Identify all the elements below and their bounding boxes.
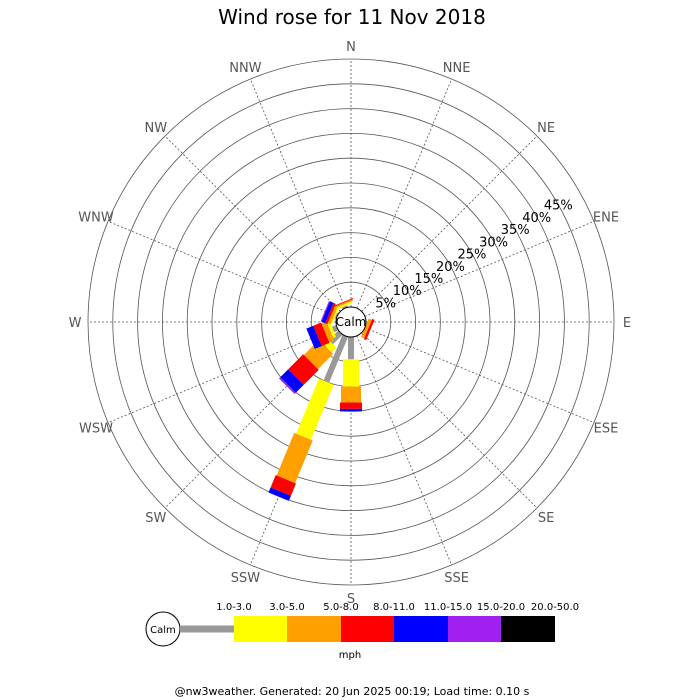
legend-swatch xyxy=(180,625,234,633)
legend: Calm mph 1.0-3.0 3.0-5.0 5.0-8.0 8.0-11.0 11… xyxy=(145,602,579,661)
direction-label-wsw: WSW xyxy=(79,422,113,437)
petal-segment-ssw xyxy=(268,487,291,501)
ring-label: 5% xyxy=(375,296,396,311)
petals xyxy=(268,297,375,501)
ring-labels: 5%10%15%20%25%30%35%40%45% xyxy=(375,199,572,312)
legend-swatch xyxy=(234,616,287,642)
direction-label-e: E xyxy=(623,316,631,331)
legend-bin-label: 8.0-11.0 xyxy=(373,602,415,613)
direction-label-ese: ESE xyxy=(594,422,619,437)
ring-label: 15% xyxy=(414,272,443,287)
petal-segment-ese xyxy=(363,318,375,341)
legend-swatch xyxy=(448,616,501,642)
direction-label-ene: ENE xyxy=(593,210,619,225)
chart-title: Wind rose for 11 Nov 2018 xyxy=(218,5,486,29)
petal-segment-wnw xyxy=(325,302,336,325)
ring-label: 30% xyxy=(479,235,508,250)
ring-circle xyxy=(137,108,565,536)
direction-label-ssw: SSW xyxy=(231,571,261,586)
direction-label-sse: SSE xyxy=(444,571,469,586)
direction-label-w: W xyxy=(69,316,82,331)
ring-label: 25% xyxy=(458,248,487,263)
petal-segment-wnw xyxy=(327,304,339,325)
direction-label-nnw: NNW xyxy=(229,61,261,76)
direction-label-se: SE xyxy=(538,511,554,526)
petal-segment-sw xyxy=(280,369,304,393)
legend-calm-label: Calm xyxy=(150,625,176,636)
ring-label: 40% xyxy=(522,211,551,226)
petal-segment-sw xyxy=(278,377,296,395)
ring-label: 45% xyxy=(544,199,573,214)
legend-swatch xyxy=(501,616,555,642)
spoke-nw xyxy=(164,135,341,312)
petal-segment-ssw xyxy=(276,432,313,484)
spoke-wsw xyxy=(107,327,338,424)
ring-circle xyxy=(112,83,590,561)
petal-segment-sw xyxy=(328,330,343,345)
legend-bin-label: 15.0-20.0 xyxy=(477,602,525,613)
ring-label: 35% xyxy=(501,223,530,238)
direction-label-ne: NE xyxy=(537,121,555,136)
spoke-nnw xyxy=(249,78,346,309)
direction-label-wnw: WNW xyxy=(78,210,114,225)
direction-label-nw: NW xyxy=(145,121,168,136)
ring-label: 10% xyxy=(393,284,422,299)
petal-segment-wnw xyxy=(331,307,339,324)
spoke-ese xyxy=(364,327,595,424)
direction-label-sw: SW xyxy=(145,511,166,526)
ring-label: 20% xyxy=(436,260,465,275)
direction-label-nne: NNE xyxy=(443,61,471,76)
legend-bin-label: 5.0-8.0 xyxy=(323,602,358,613)
petal-segment-wsw xyxy=(321,321,335,342)
petal-segment-nnw xyxy=(333,299,353,309)
spoke-ne xyxy=(361,135,538,312)
legend-bin-label: 11.0-15.0 xyxy=(424,602,472,613)
petal-segment-wsw xyxy=(313,322,330,347)
legend-swatch xyxy=(394,616,448,642)
petal-segment-nnw xyxy=(336,301,352,310)
petal-segment-wnw xyxy=(321,301,334,324)
petal-segment-ssw xyxy=(296,378,334,440)
petal-segment-sw xyxy=(303,339,334,370)
legend-swatch xyxy=(341,616,394,642)
petal-segment-wsw xyxy=(306,325,322,349)
ring-circle xyxy=(87,58,615,586)
petal-segment-sw xyxy=(320,336,337,353)
petal-segment-wsw xyxy=(331,324,339,333)
petal-segment-wsw xyxy=(327,322,337,338)
petal-segment-ese xyxy=(361,318,372,339)
legend-unit: mph xyxy=(339,650,361,661)
spoke-nne xyxy=(356,78,453,309)
spoke-ene xyxy=(364,220,595,317)
spoke-wnw xyxy=(107,220,338,317)
petal-segment-ssw xyxy=(270,475,297,496)
spoke-sse xyxy=(356,335,453,566)
petal-segment-sw xyxy=(288,354,319,385)
spoke-se xyxy=(361,332,538,509)
calm-center: Calm xyxy=(335,306,367,338)
legend-bin-label: 3.0-5.0 xyxy=(269,602,304,613)
direction-label-s: S xyxy=(347,592,355,607)
legend-swatch xyxy=(287,616,341,642)
direction-labels: N NNE NE ENE E ESE SE SSE S SSW SW WSW W WNW NW NNW xyxy=(69,40,632,607)
legend-bin-label: 20.0-50.0 xyxy=(531,602,579,613)
petal-segment-ssw xyxy=(323,334,349,383)
ring-circle xyxy=(261,232,441,412)
direction-label-n: N xyxy=(346,40,356,55)
legend-bin-label: 1.0-3.0 xyxy=(216,602,251,613)
footer-text: @nw3weather. Generated: 20 Jun 2025 00:1… xyxy=(175,685,530,698)
ring-circle xyxy=(236,207,466,437)
calm-label: Calm xyxy=(336,315,367,329)
